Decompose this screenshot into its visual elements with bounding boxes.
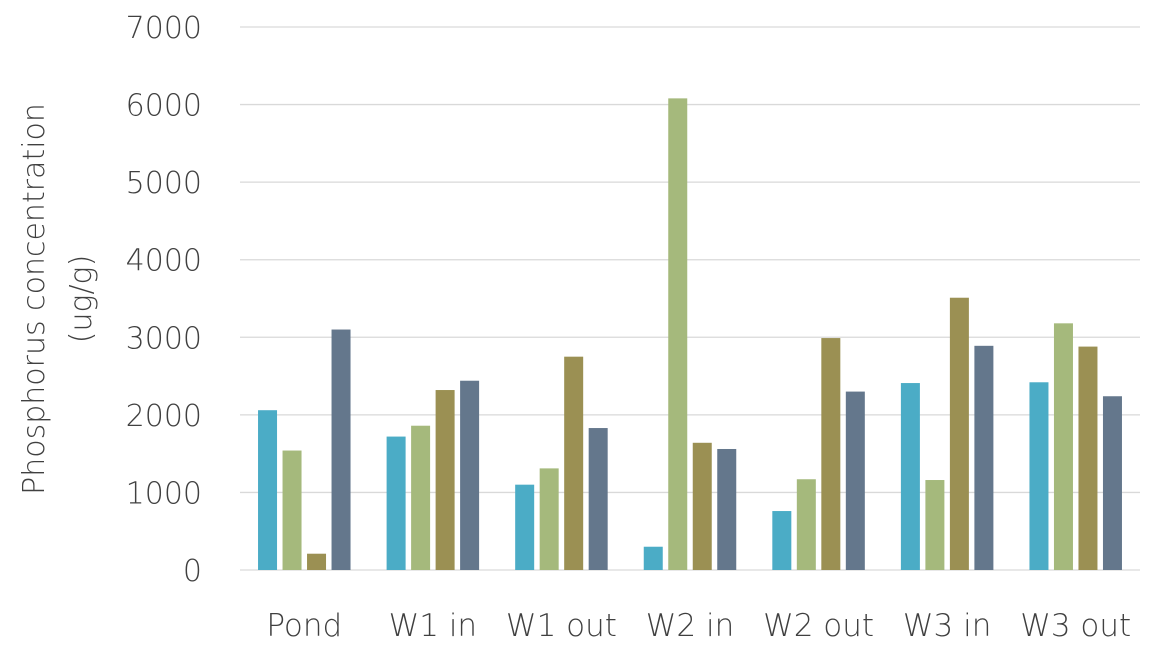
bar xyxy=(796,479,816,570)
bar xyxy=(668,98,688,570)
y-tick-label: 2000 xyxy=(126,399,202,434)
x-axis-categories: Pond W1 in W1 out W2 in W2 out W3 in W3 out xyxy=(266,608,1131,644)
y-tick-label: 6000 xyxy=(126,89,202,124)
bar xyxy=(258,410,278,570)
bar xyxy=(411,425,431,570)
bar xyxy=(1102,396,1122,570)
bar xyxy=(386,436,406,570)
y-tick-label: 7000 xyxy=(126,11,202,46)
bar xyxy=(588,428,608,570)
y-tick-label: 0 xyxy=(183,554,202,589)
bar xyxy=(331,329,351,570)
bar xyxy=(1029,382,1049,570)
bar xyxy=(845,391,865,570)
bar xyxy=(772,511,792,570)
y-axis-ticks: 0 1000 2000 3000 4000 5000 6000 7000 xyxy=(126,11,202,589)
bar xyxy=(539,468,559,570)
bar xyxy=(717,448,737,570)
bar xyxy=(1078,346,1098,570)
bar xyxy=(460,380,480,570)
bar xyxy=(925,480,945,570)
bars xyxy=(258,98,1122,570)
bar xyxy=(692,442,712,570)
bar xyxy=(564,356,584,570)
bar xyxy=(643,546,663,570)
bar xyxy=(307,553,327,570)
bar xyxy=(900,383,920,570)
x-category-label: W3 out xyxy=(1020,608,1131,644)
y-tick-label: 4000 xyxy=(126,244,202,279)
x-category-label: W1 out xyxy=(506,608,617,644)
y-tick-label: 3000 xyxy=(126,321,202,356)
y-axis-title-line-1: Phosphorus concentration xyxy=(17,103,52,495)
bar xyxy=(974,345,994,570)
x-category-label: Pond xyxy=(266,608,342,644)
bar xyxy=(515,484,535,570)
bar xyxy=(949,297,969,570)
bar xyxy=(282,450,302,570)
y-axis-title-line-2: (ug/g) xyxy=(64,255,99,344)
x-category-label: W2 out xyxy=(763,608,874,644)
gridlines xyxy=(240,26,1140,571)
bar xyxy=(1053,323,1073,570)
y-tick-label: 1000 xyxy=(126,476,202,511)
x-category-label: W1 in xyxy=(389,608,478,644)
y-tick-label: 5000 xyxy=(126,166,202,201)
bar xyxy=(435,390,455,570)
x-category-label: W3 in xyxy=(903,608,992,644)
x-category-label: W2 in xyxy=(646,608,735,644)
y-axis-title: Phosphorus concentration (ug/g) xyxy=(17,103,99,495)
bar xyxy=(821,338,841,570)
